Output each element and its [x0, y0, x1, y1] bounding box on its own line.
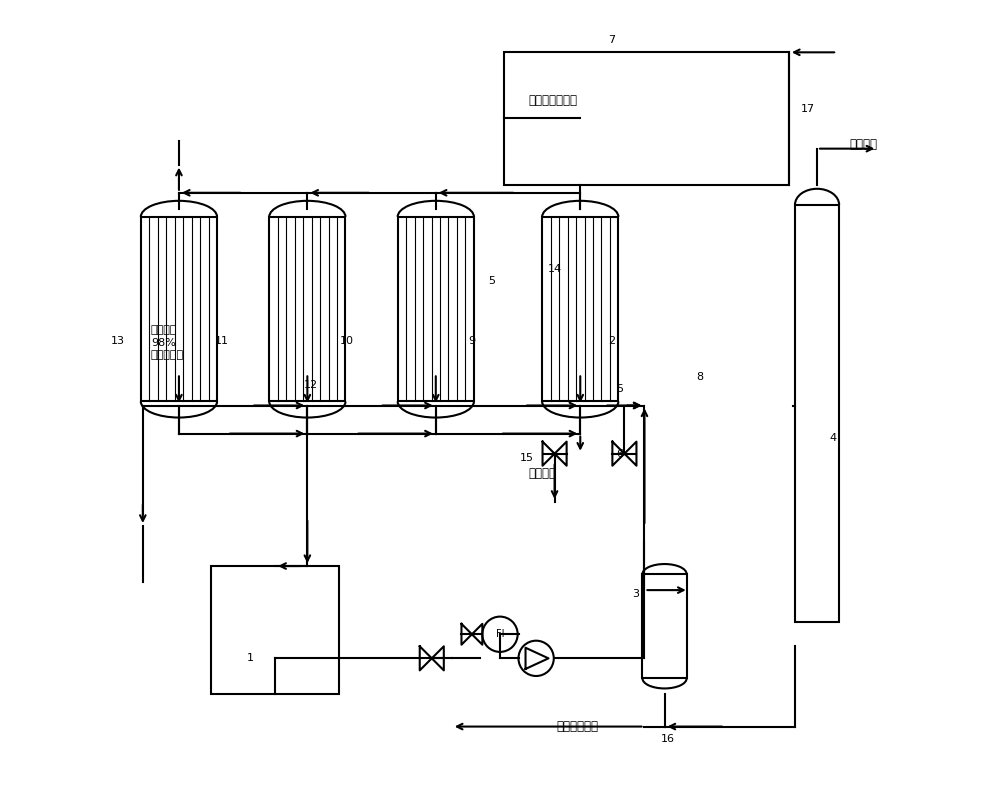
Text: 6: 6 [616, 448, 623, 459]
Text: 10: 10 [339, 337, 353, 346]
Bar [398, 217, 474, 401]
Text: 14: 14 [548, 264, 562, 274]
Text: 3: 3 [632, 589, 639, 599]
Text: 2: 2 [608, 337, 615, 346]
Text: 12: 12 [303, 380, 317, 390]
Text: 至脱气塔: 至脱气塔 [849, 138, 877, 151]
Text: 不凝气去
98%
硫酸吸收塔: 不凝气去 98% 硫酸吸收塔 [151, 325, 184, 360]
Bar [141, 217, 217, 401]
Text: 洗洤塔来混合气: 洗洤塔来混合气 [528, 94, 577, 107]
Text: 9: 9 [468, 337, 475, 346]
Text: 1: 1 [247, 654, 254, 663]
Text: 去洗涤塔: 去洗涤塔 [528, 467, 556, 480]
Text: 5: 5 [488, 276, 495, 286]
Text: 4: 4 [829, 432, 836, 443]
Text: FI: FI [496, 629, 504, 639]
Text: 16: 16 [661, 734, 675, 744]
Bar [211, 566, 339, 694]
Text: 排残至洗涤塔: 排残至洗涤塔 [556, 720, 598, 733]
Bar [269, 217, 345, 401]
Text: 17: 17 [801, 104, 815, 114]
Text: 7: 7 [608, 36, 615, 45]
Bar [504, 53, 789, 185]
Bar [795, 205, 839, 622]
Text: 13: 13 [111, 337, 125, 346]
Text: 8: 8 [697, 372, 704, 383]
Bar [642, 574, 687, 679]
Bar [542, 217, 618, 401]
Text: 15: 15 [520, 453, 534, 462]
Text: 11: 11 [215, 337, 229, 346]
Text: 5: 5 [616, 384, 623, 394]
